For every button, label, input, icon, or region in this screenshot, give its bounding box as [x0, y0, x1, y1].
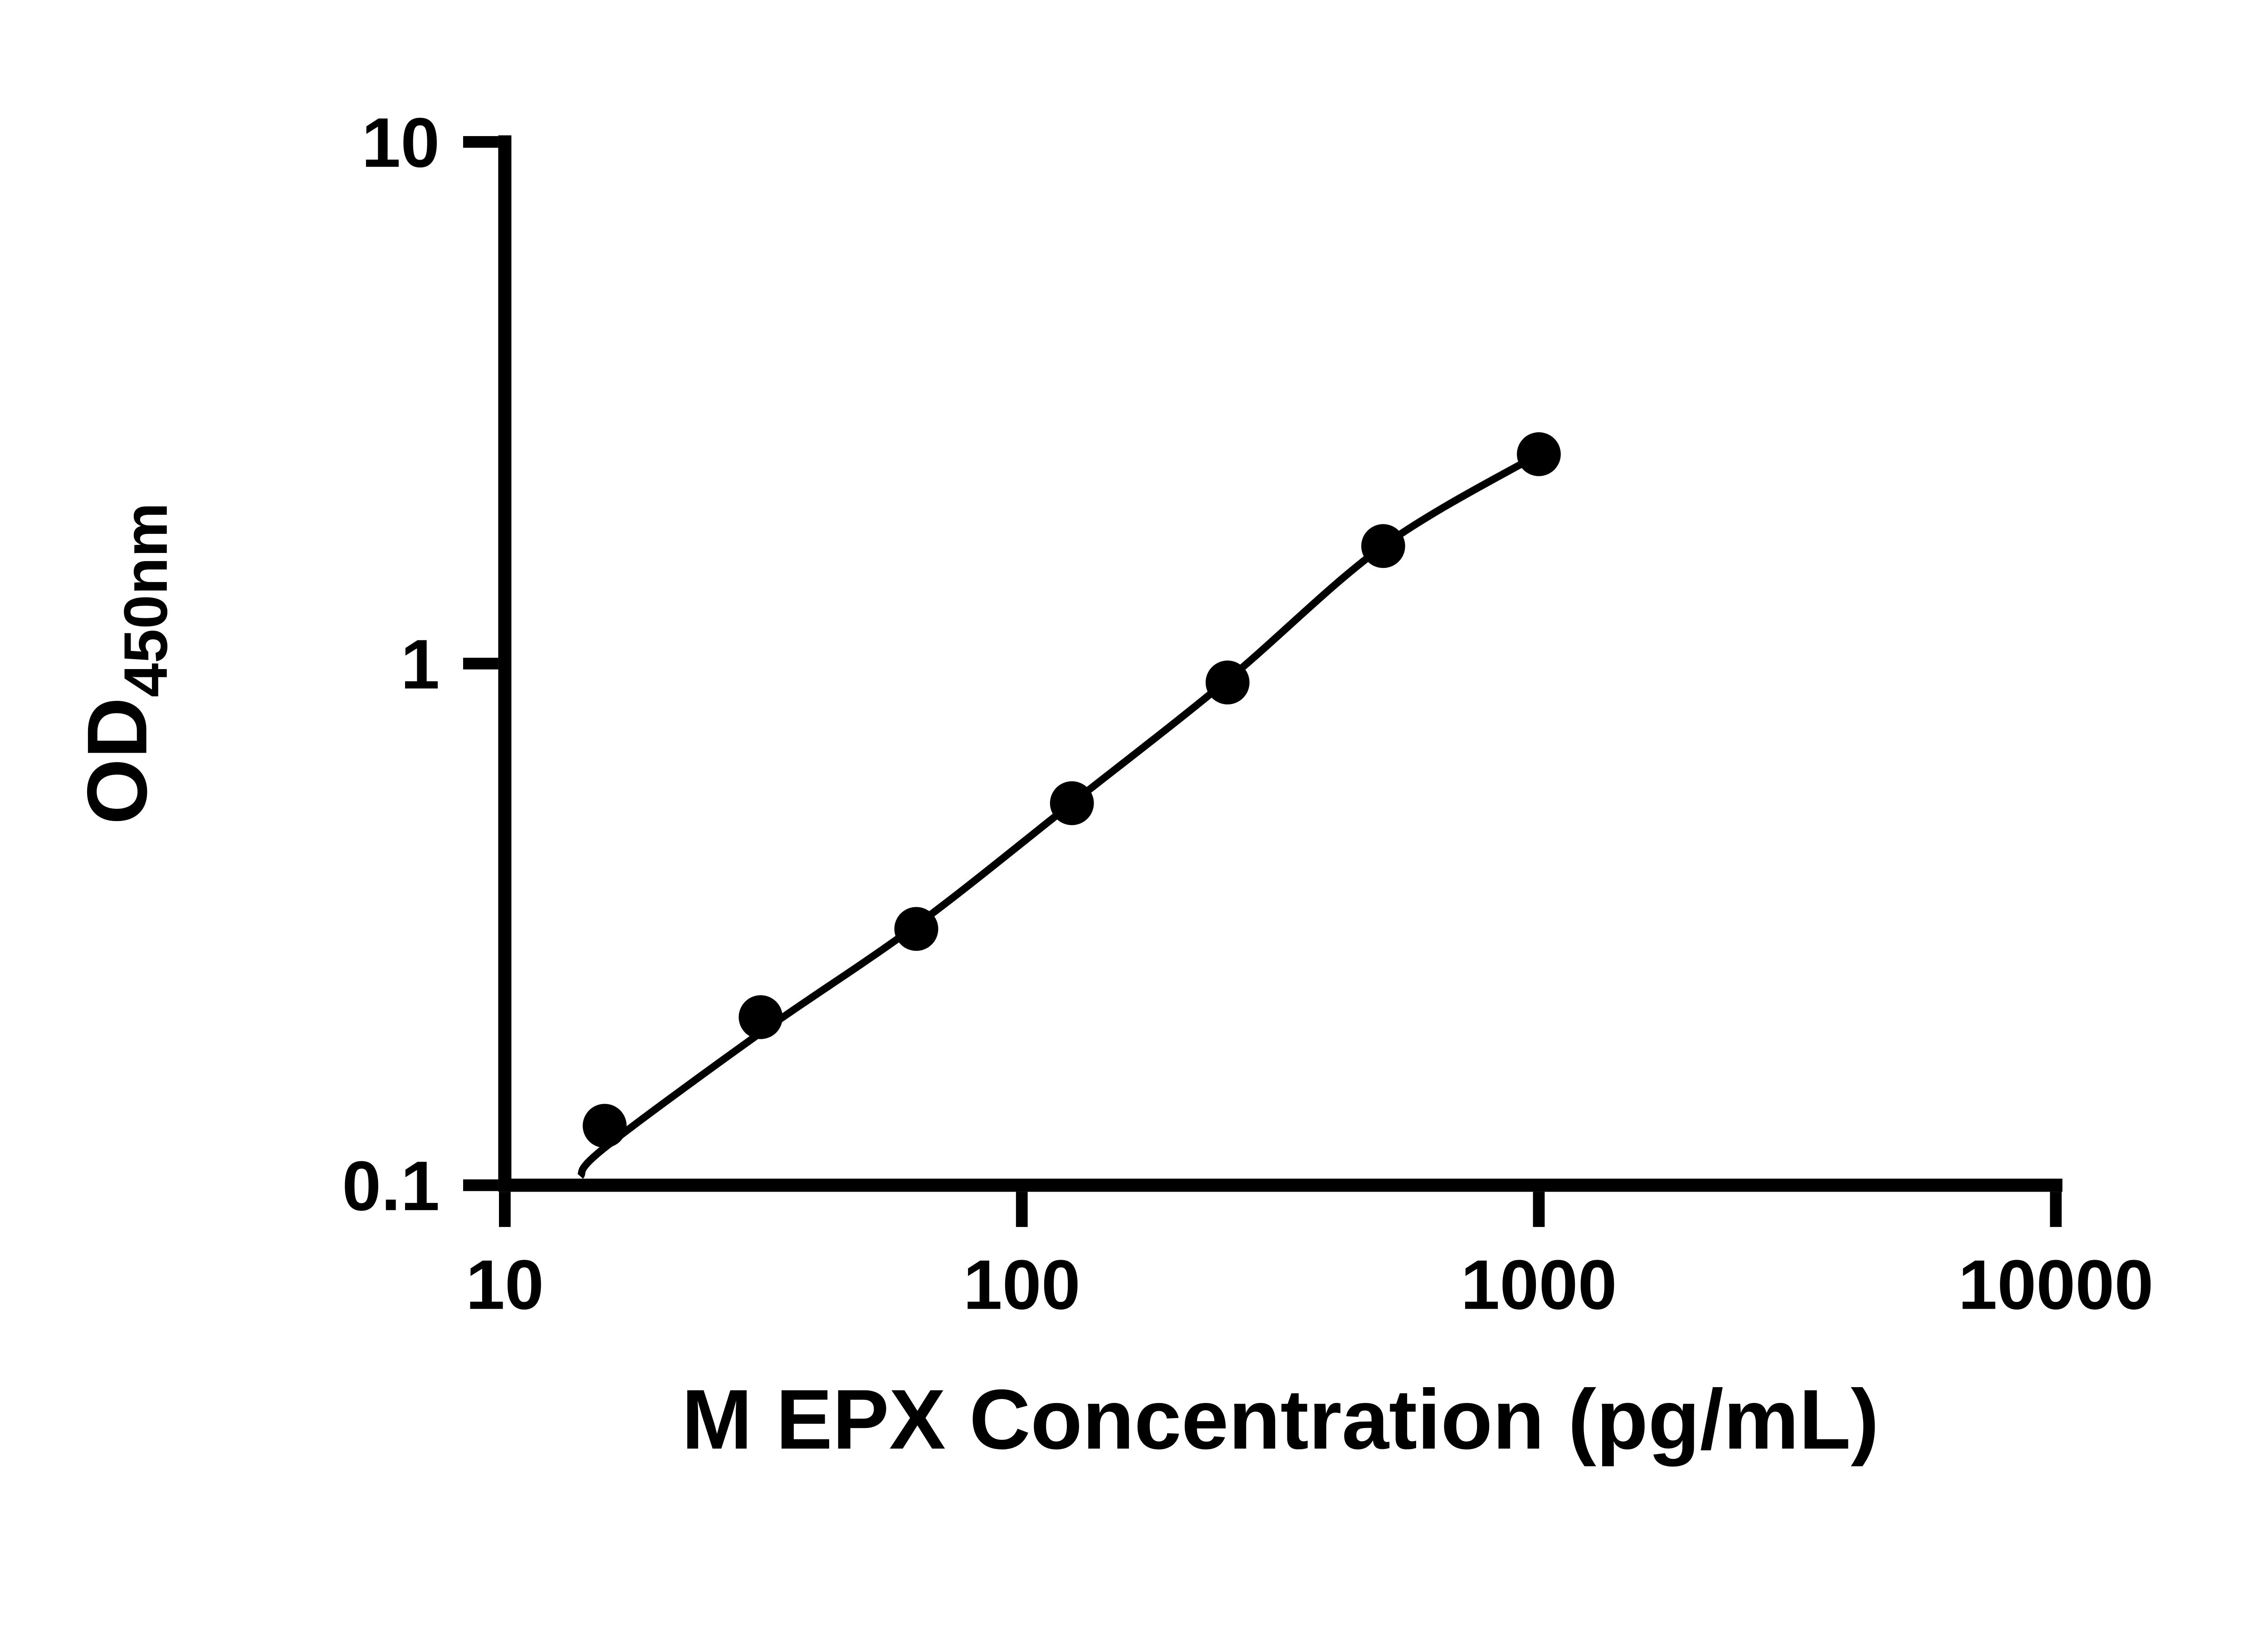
axes-spine [498, 135, 2063, 1192]
chart-canvas: 10 100 1000 10000 0.1 1 10 M EPX Concentration … [70, 103, 2154, 1467]
x-tick-label: 100 [963, 1245, 1080, 1324]
elisa-standard-curve-chart: 10 100 1000 10000 0.1 1 10 M EPX Concentration … [69, 103, 2154, 1467]
data-point [1205, 660, 1250, 704]
x-axis-label: M EPX Concentration (pg/mL) [682, 1372, 1879, 1467]
data-point [1361, 524, 1405, 568]
data-point [738, 995, 783, 1039]
data-point [894, 907, 938, 951]
x-tick-label: 10000 [1958, 1245, 2154, 1324]
y-tick-label: 0.1 [342, 1147, 440, 1225]
data-point [1517, 432, 1561, 476]
x-tick-label: 10 [466, 1245, 544, 1324]
data-point [1050, 781, 1094, 826]
x-tick-label: 1000 [1461, 1245, 1617, 1324]
data-point [582, 1104, 627, 1148]
y-tick-label: 1 [401, 625, 440, 704]
y-tick-label: 10 [362, 103, 440, 182]
y-axis-label: OD450nm [70, 503, 180, 825]
